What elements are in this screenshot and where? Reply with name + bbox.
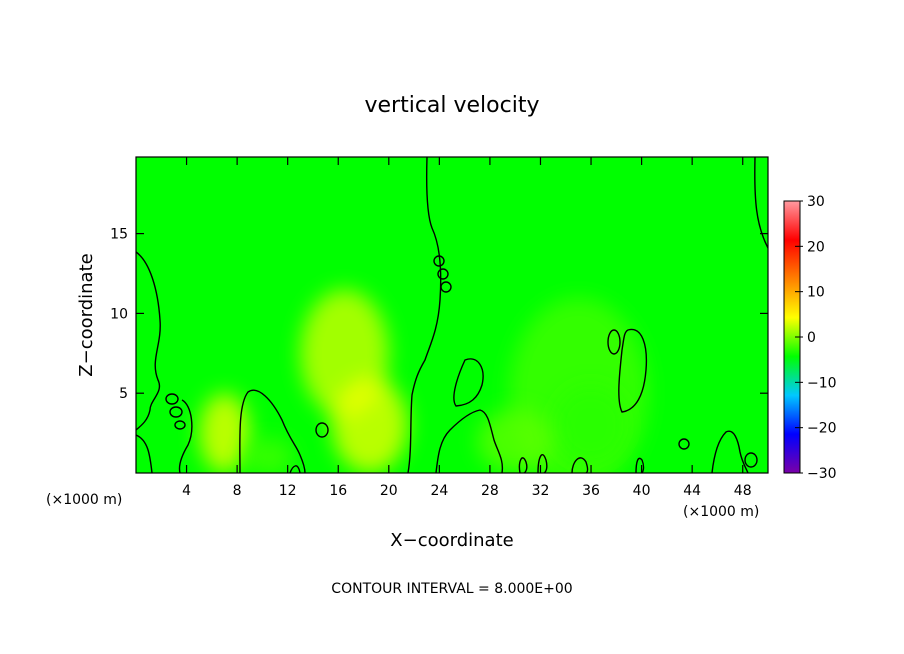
x-tick-label: 24 (430, 483, 448, 499)
field-anomaly (477, 409, 554, 473)
contour-line (174, 420, 186, 430)
y-ticks: 5 10 15 (110, 227, 768, 402)
colorbar-tick-label: −20 (807, 421, 837, 437)
x-tick-label: 12 (279, 483, 297, 499)
x-ticks: 4 8 12 16 20 24 28 32 36 40 44 48 (182, 157, 752, 499)
contour-line (407, 157, 442, 473)
x-tick-label: 16 (329, 483, 347, 499)
x-tick-label: 4 (182, 483, 191, 499)
contour-line (571, 457, 589, 473)
contour-line (239, 389, 306, 473)
zero-contours (136, 157, 768, 473)
contour-line (433, 255, 445, 267)
contour-line (440, 281, 452, 293)
contour-interval-label: CONTOUR INTERVAL = 8.000E+00 (331, 581, 572, 597)
contour-line (518, 457, 528, 473)
contour-line (754, 157, 768, 249)
contour-line (435, 409, 504, 473)
contour-line (136, 251, 161, 431)
contour-line (165, 393, 179, 405)
contour-line (618, 328, 648, 413)
y-tick-label: 15 (110, 227, 128, 243)
contour-line (678, 438, 690, 450)
x-axis-label: X−coordinate (390, 530, 513, 551)
contour-line (453, 358, 484, 407)
field-anomaly (199, 393, 250, 473)
y-tick-label: 5 (119, 386, 128, 402)
y-axis-label: Z−coordinate (76, 253, 97, 376)
x-tick-label: 8 (233, 483, 242, 499)
y-unit-label: (×1000 m) (46, 492, 122, 508)
contour-line (607, 329, 621, 355)
colorbar-tick-label: 10 (807, 285, 825, 301)
colorbar-tick-label: −10 (807, 375, 837, 391)
x-unit-label: (×1000 m) (683, 504, 759, 520)
contour-line (178, 399, 193, 473)
field-anomalies (199, 289, 648, 473)
y-tick-label: 10 (110, 306, 128, 322)
colorbar: 30 20 10 0 −10 −20 −30 (783, 194, 837, 482)
x-tick-label: 32 (532, 483, 550, 499)
contour-line (537, 454, 548, 473)
field-anomaly (553, 385, 629, 466)
x-tick-label: 28 (481, 483, 499, 499)
contour-line (711, 430, 749, 473)
contour-line (315, 422, 329, 438)
x-tick-label: 40 (633, 483, 651, 499)
contour-line (744, 452, 758, 468)
contour-line (289, 465, 301, 473)
colorbar-tick-label: 0 (807, 330, 816, 346)
colorbar-ticks: 30 20 10 0 −10 −20 −30 (795, 194, 837, 482)
contour-line (437, 268, 449, 280)
contour-line (136, 434, 153, 473)
x-tick-label: 48 (734, 483, 752, 499)
x-tick-label: 36 (582, 483, 600, 499)
field-anomaly (331, 377, 408, 473)
chart-title: vertical velocity (364, 93, 539, 118)
x-tick-label: 20 (380, 483, 398, 499)
field-anomaly (243, 437, 294, 473)
colorbar-tick-label: 20 (807, 239, 825, 255)
contour-line (169, 406, 183, 418)
plot-frame (135, 156, 769, 474)
colorbar-tick-label: −30 (807, 466, 837, 482)
contour-line (635, 457, 645, 473)
colorbar-tick-label: 30 (807, 194, 825, 210)
x-tick-label: 44 (683, 483, 701, 499)
